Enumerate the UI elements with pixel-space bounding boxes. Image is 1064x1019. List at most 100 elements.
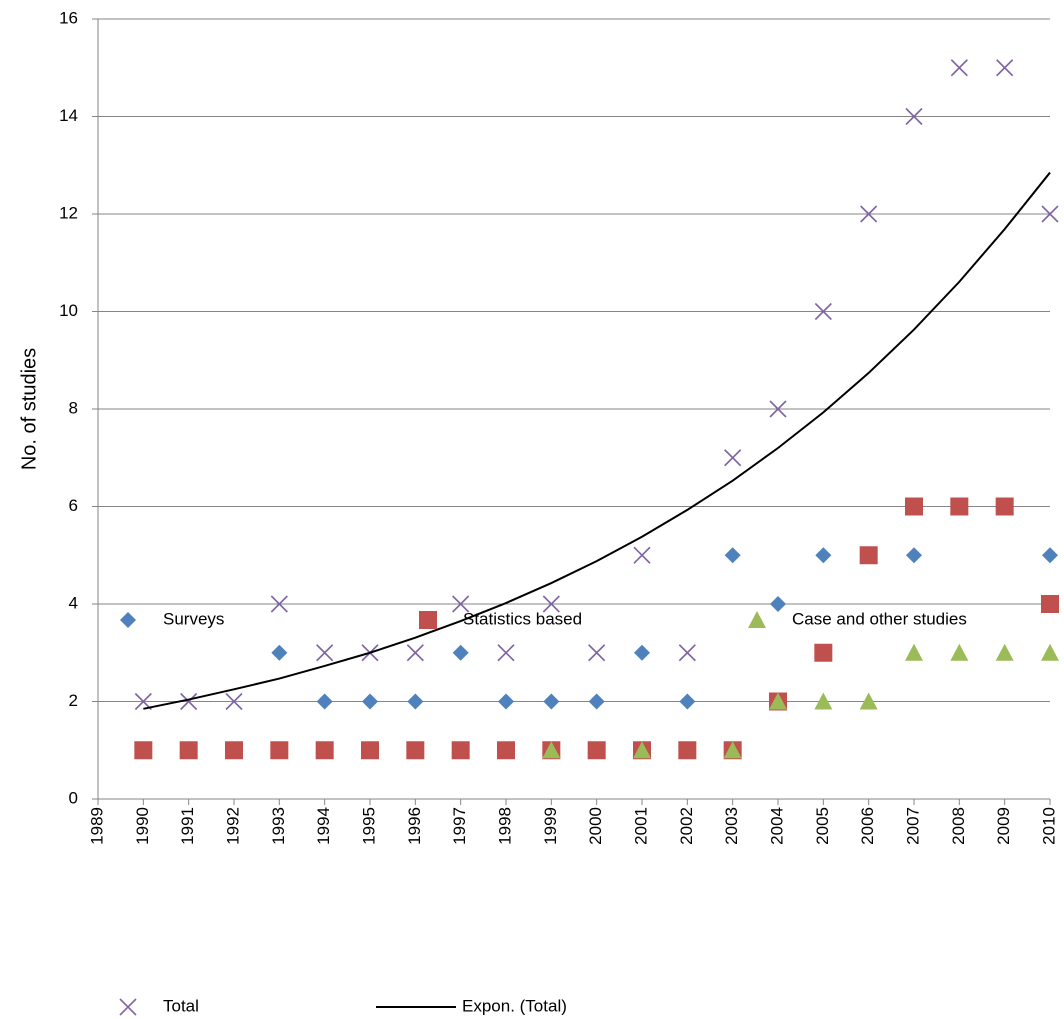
square-marker	[814, 643, 833, 662]
x-tick-label: 1989	[87, 807, 106, 845]
x-tick-label: 1990	[133, 807, 152, 845]
diamond-marker	[407, 693, 424, 710]
triangle-marker	[859, 692, 878, 710]
square-marker	[678, 741, 697, 760]
triangle-marker	[950, 643, 969, 661]
x-tick-label: 1997	[450, 807, 469, 845]
square-marker	[361, 741, 379, 760]
x-tick-label: 1996	[405, 807, 424, 845]
triangle-marker	[769, 692, 787, 710]
square-marker	[134, 741, 153, 760]
square-marker	[406, 741, 425, 760]
x-tick-label: 2000	[586, 807, 605, 845]
trend-line	[143, 171, 1051, 710]
y-tick-label: 2	[69, 691, 78, 710]
diamond-marker	[724, 547, 741, 564]
square-marker	[587, 741, 606, 760]
x-marker	[225, 692, 243, 711]
x-marker	[814, 302, 832, 321]
square-marker	[497, 741, 515, 760]
x-tick-label: 2008	[949, 807, 968, 845]
diamond-marker	[770, 596, 786, 612]
x-marker	[497, 644, 515, 662]
legend-label: Case and other studies	[792, 609, 967, 628]
x-tick-label: 2004	[767, 807, 786, 845]
triangle-marker	[905, 643, 923, 661]
y-axis-label: No. of studies	[18, 348, 40, 470]
diamond-marker	[679, 693, 696, 710]
diamond-marker	[498, 693, 514, 710]
x-tick-label: 1991	[178, 807, 197, 845]
diamond-marker	[634, 644, 650, 661]
legend-label: Total	[163, 996, 199, 1015]
x-tick-label: 1993	[269, 807, 288, 845]
x-tick-label: 2006	[858, 807, 877, 845]
y-tick-label: 6	[69, 496, 78, 515]
square-marker	[905, 497, 923, 516]
triangle-marker	[1041, 643, 1059, 661]
diamond-marker	[588, 693, 605, 710]
legend-label: Expon. (Total)	[462, 996, 567, 1015]
diamond-marker	[271, 644, 288, 661]
diamond-marker	[362, 693, 378, 710]
square-marker	[419, 611, 437, 629]
diamond-marker	[1042, 547, 1058, 564]
diamond-marker	[452, 644, 469, 661]
square-marker	[1041, 595, 1059, 613]
triangle-marker	[748, 611, 766, 628]
diamond-marker	[543, 693, 560, 710]
triangle-marker	[542, 741, 561, 759]
x-tick-label: 2007	[903, 807, 922, 845]
x-tick-label: 1995	[359, 807, 378, 845]
y-tick-label: 16	[59, 8, 78, 27]
x-tick-label: 1998	[495, 807, 514, 845]
square-marker	[859, 546, 878, 565]
triangle-marker	[723, 741, 742, 759]
legend-label: Surveys	[163, 609, 224, 628]
x-tick-label: 1994	[314, 807, 333, 845]
x-marker	[119, 998, 137, 1016]
x-marker	[633, 546, 651, 564]
diamond-marker	[815, 547, 832, 564]
x-marker	[724, 449, 742, 467]
x-marker	[905, 107, 923, 126]
square-marker	[270, 741, 289, 760]
x-marker	[406, 644, 424, 662]
x-tick-label: 2001	[631, 807, 650, 845]
diamond-marker	[316, 693, 333, 710]
x-marker	[950, 59, 968, 77]
square-marker	[179, 741, 198, 760]
triangle-marker	[814, 692, 833, 710]
legend-label: Statistics based	[463, 609, 582, 628]
square-marker	[315, 741, 334, 760]
x-marker	[270, 595, 288, 613]
y-tick-label: 10	[59, 301, 78, 320]
x-marker	[678, 644, 696, 662]
y-tick-label: 0	[69, 788, 78, 807]
x-marker	[452, 595, 470, 613]
diamond-marker	[120, 612, 136, 628]
y-tick-label: 12	[59, 203, 78, 222]
y-tick-label: 8	[69, 398, 78, 417]
y-tick-label: 4	[69, 593, 78, 612]
diamond-marker	[906, 547, 922, 564]
x-marker	[588, 644, 606, 662]
y-tick-label: 14	[59, 106, 78, 125]
x-marker	[860, 205, 878, 223]
x-marker	[316, 644, 334, 662]
x-tick-label: 2003	[722, 807, 741, 845]
x-marker	[542, 595, 560, 613]
x-marker	[1041, 205, 1059, 223]
x-tick-label: 2002	[677, 807, 696, 845]
triangle-marker	[633, 741, 651, 759]
square-marker	[995, 497, 1014, 516]
x-tick-label: 2009	[994, 807, 1013, 845]
x-tick-label: 1999	[541, 807, 560, 845]
x-tick-label: 2005	[813, 807, 832, 845]
square-marker	[225, 741, 243, 760]
triangle-marker	[995, 643, 1014, 661]
x-marker	[180, 692, 198, 711]
x-marker	[996, 59, 1014, 77]
x-marker	[769, 400, 787, 418]
